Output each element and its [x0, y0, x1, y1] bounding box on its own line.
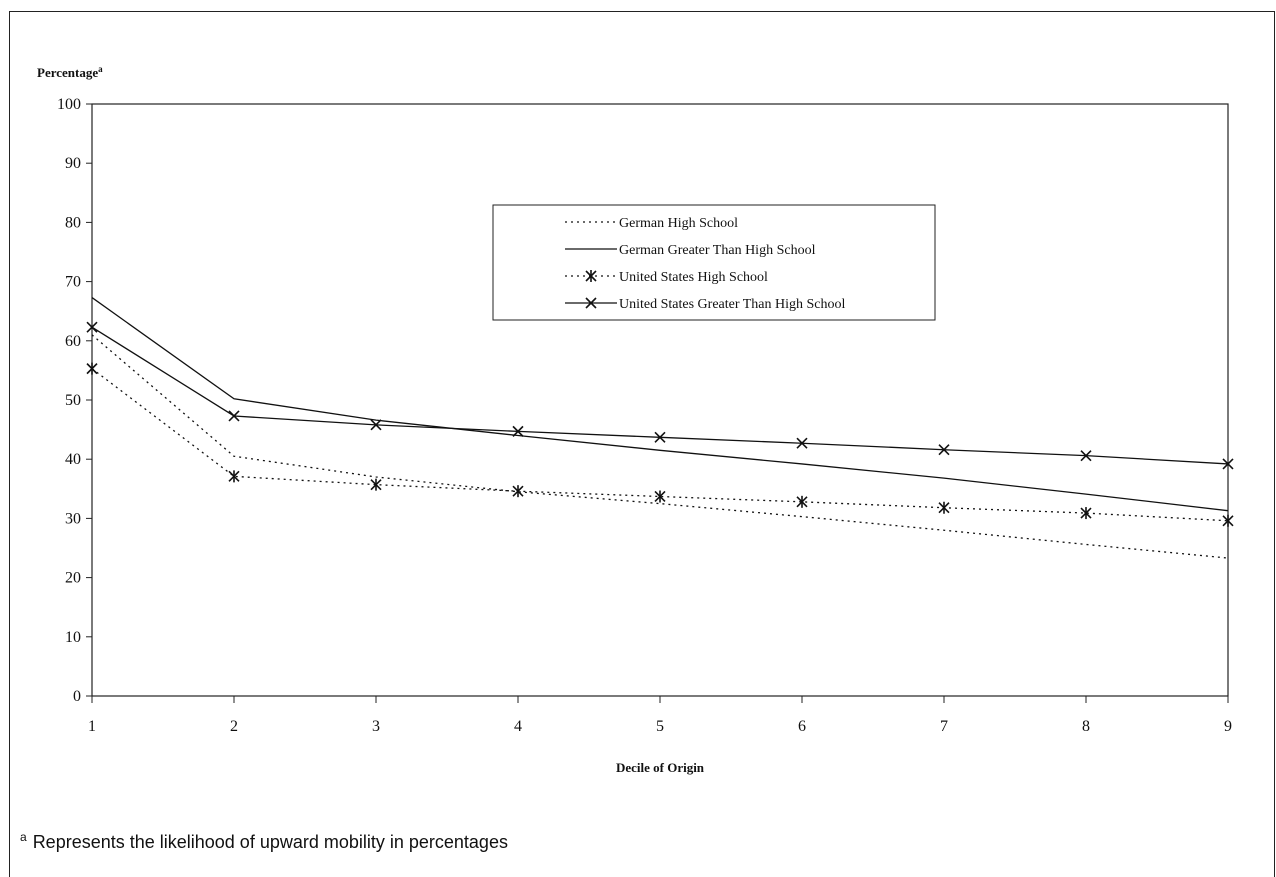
legend-item: United States High School	[565, 270, 768, 285]
legend-item: German High School	[565, 216, 738, 231]
series-4-point	[512, 425, 524, 437]
x-tick-label: 4	[514, 718, 522, 735]
y-tick-label: 80	[65, 214, 81, 231]
series-line-4	[91, 326, 1229, 465]
series-line-2	[91, 297, 1229, 512]
y-tick-label: 40	[65, 451, 81, 468]
legend-marker	[585, 297, 597, 309]
series-3-point	[86, 362, 98, 375]
series-3-point	[1222, 514, 1234, 527]
legend-label: German High School	[619, 216, 738, 231]
legend-label: United States Greater Than High School	[619, 297, 846, 312]
x-axis-title: Decile of Origin	[616, 760, 705, 775]
y-tick-label: 0	[73, 688, 81, 705]
series-4-point	[86, 321, 98, 333]
legend: German High School German Greater Than Hi…	[492, 204, 936, 321]
series-3-point	[228, 470, 240, 483]
x-tick-label: 5	[656, 718, 664, 735]
series-4-point	[370, 419, 382, 431]
y-tick-label: 90	[65, 155, 81, 172]
y-axis-title: Percentagea	[37, 64, 103, 80]
y-tick-label: 70	[65, 274, 81, 291]
y-tick-label: 10	[65, 629, 81, 646]
series-4-point	[796, 437, 808, 449]
y-tick-label: 20	[65, 570, 81, 587]
y-tick-label: 50	[65, 392, 81, 409]
series-4-point	[1080, 450, 1092, 462]
legend-item: United States Greater Than High School	[565, 297, 846, 312]
series-3-point	[654, 490, 666, 503]
series-3-point	[938, 501, 950, 514]
x-tick-label: 1	[88, 718, 96, 735]
y-tick-label: 30	[65, 510, 81, 527]
series-4-point	[228, 410, 240, 422]
series-4-point	[1222, 458, 1234, 470]
footnote: a Represents the likelihood of upward mob…	[20, 830, 508, 852]
series-3-point	[512, 485, 524, 498]
series-3-point	[370, 478, 382, 491]
y-axis: 0 10 20 30 40 50 60 70 80 90 100	[57, 96, 92, 705]
legend-label: United States High School	[619, 270, 768, 285]
y-tick-label: 60	[65, 333, 81, 350]
x-tick-label: 2	[230, 718, 238, 735]
series-3-point	[796, 495, 808, 508]
x-tick-label: 8	[1082, 718, 1090, 735]
x-axis: 1 2 3 4 5 6 7 8 9	[88, 696, 1232, 735]
x-tick-label: 6	[798, 718, 806, 735]
y-tick-label: 100	[57, 96, 81, 113]
legend-marker	[585, 270, 597, 282]
series-3-point	[1080, 507, 1092, 520]
series-line-1	[91, 334, 1229, 559]
figure-frame	[9, 11, 1275, 877]
series-4-point	[938, 444, 950, 456]
legend-item: German Greater Than High School	[565, 243, 816, 258]
legend-label: German Greater Than High School	[619, 243, 816, 258]
series-4-point	[654, 431, 666, 443]
legend-box	[492, 204, 936, 321]
x-tick-label: 7	[940, 718, 948, 735]
plot-area	[91, 103, 1229, 697]
x-tick-label: 9	[1224, 718, 1232, 735]
series-layer	[86, 297, 1234, 559]
x-tick-label: 3	[372, 718, 380, 735]
